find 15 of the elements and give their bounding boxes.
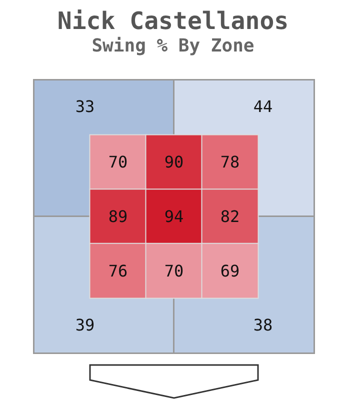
data-label: 90 xyxy=(164,152,184,172)
data-label: 69 xyxy=(220,261,240,280)
data-label: 76 xyxy=(108,261,128,280)
data-label: 78 xyxy=(220,152,240,172)
data-label: 82 xyxy=(220,207,240,226)
data-label: 38 xyxy=(253,315,273,334)
chart-title: Nick Castellanos xyxy=(57,7,289,35)
data-label: 89 xyxy=(108,207,128,226)
data-label: 70 xyxy=(164,261,184,280)
data-label: 70 xyxy=(108,152,128,172)
chart-subtitle: Swing % By Zone xyxy=(92,36,254,56)
data-label: 33 xyxy=(75,96,95,116)
data-label: 39 xyxy=(75,315,95,334)
data-label: 94 xyxy=(164,207,184,226)
data-label: 44 xyxy=(253,96,273,116)
